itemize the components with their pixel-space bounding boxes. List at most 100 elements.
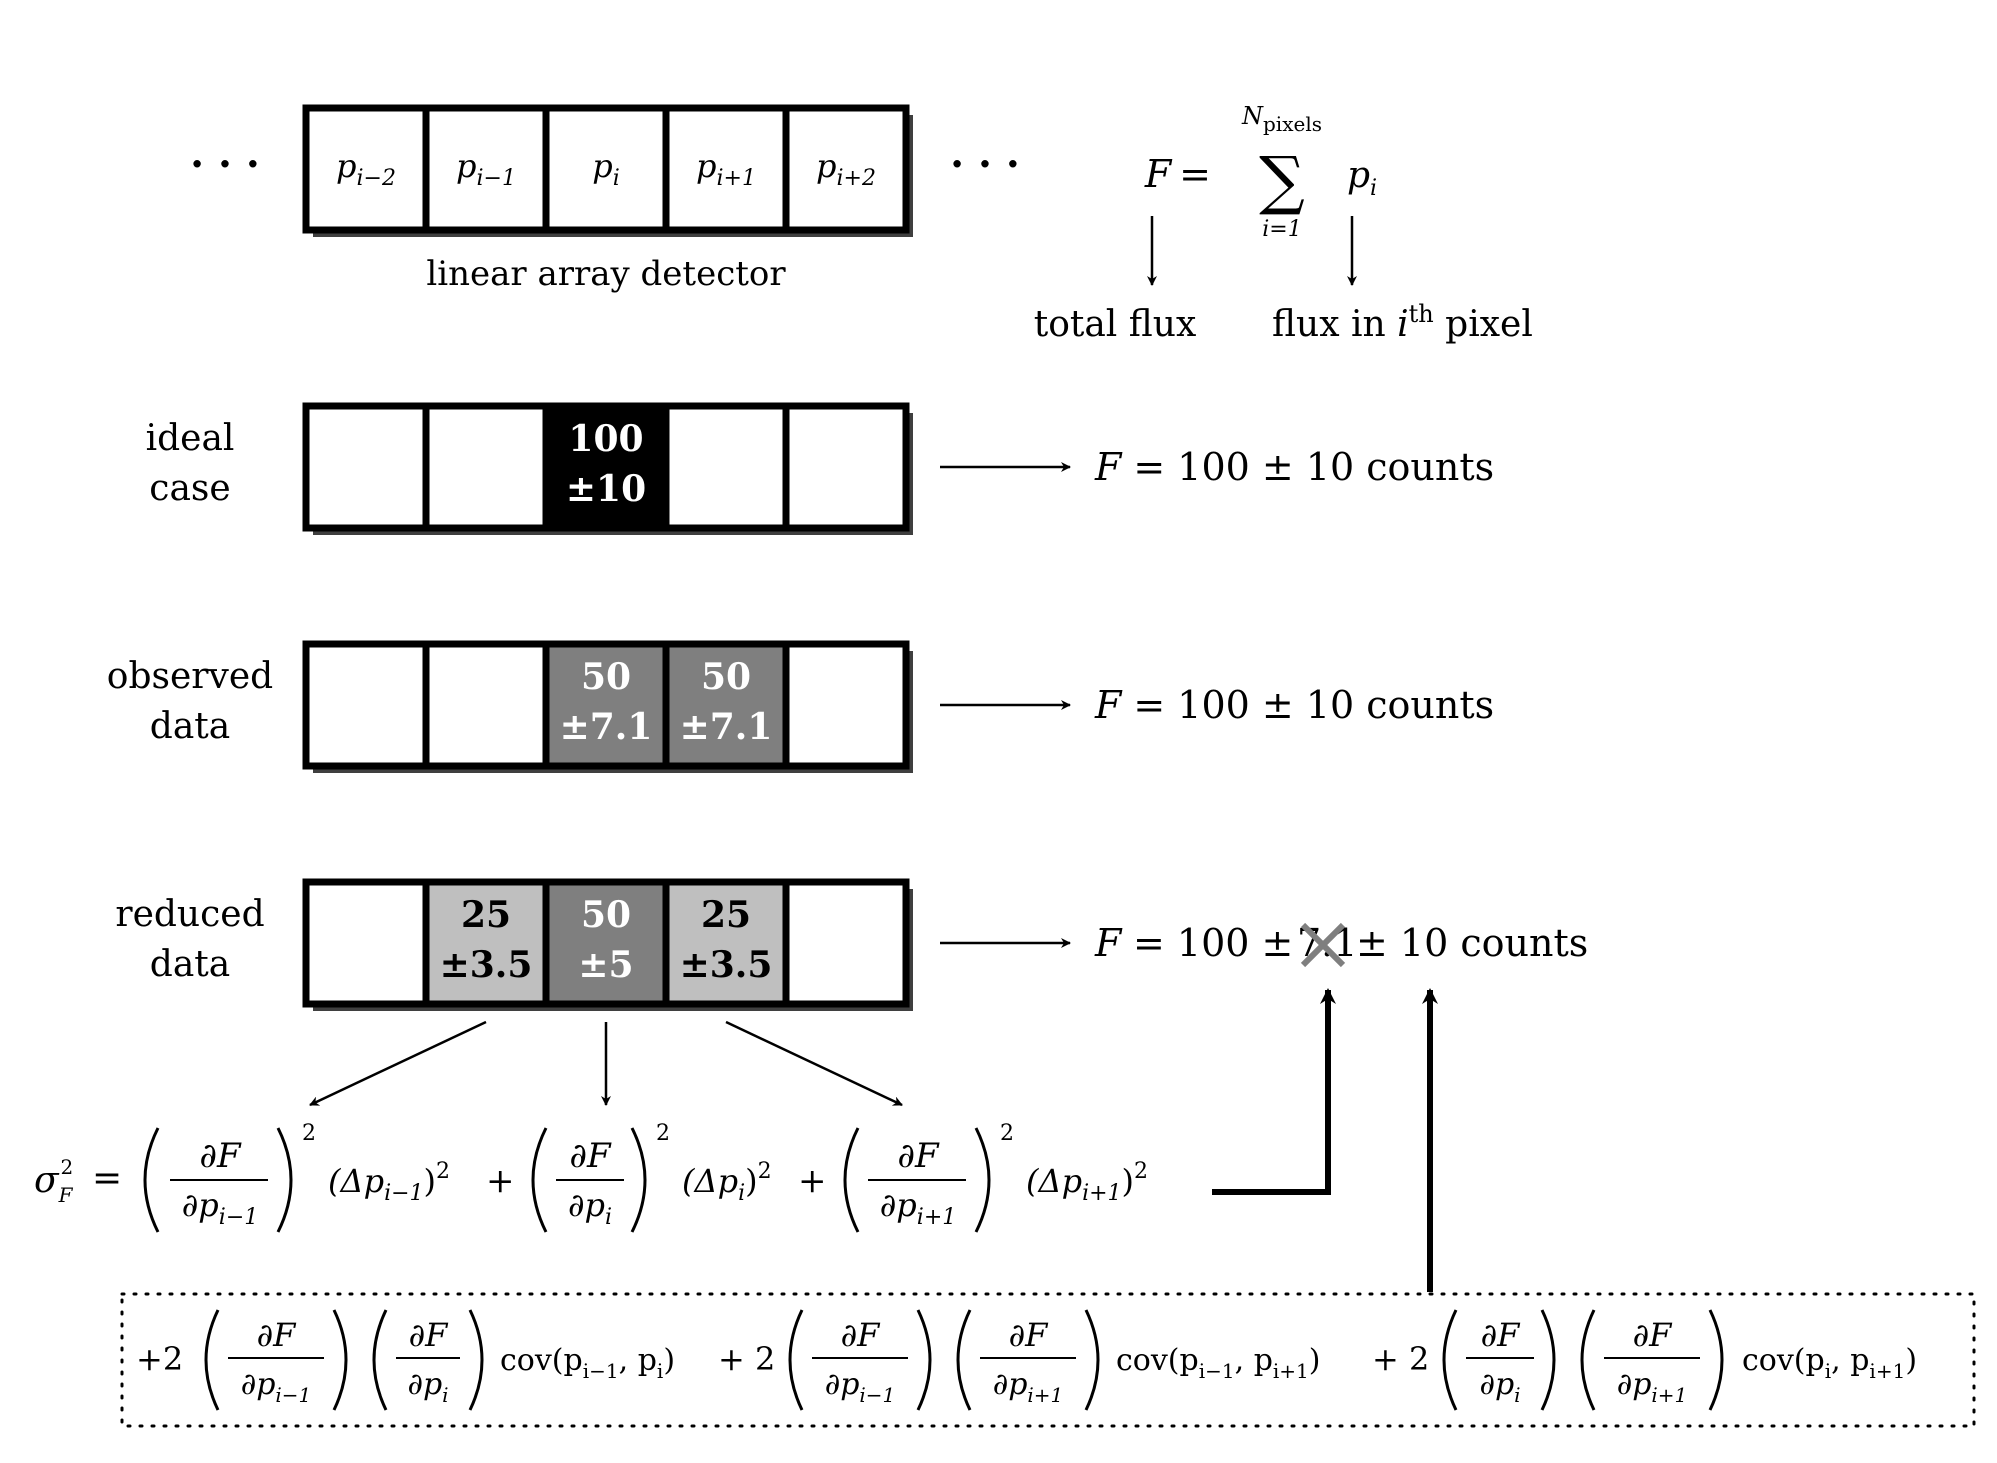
right-paren — [1084, 1309, 1100, 1411]
left-paren — [843, 1127, 860, 1233]
cell-uncertainty: ±5 — [578, 944, 633, 986]
cov-coefficient: +2 — [136, 1340, 183, 1378]
row-observed-data: observed data 50 ±7.1 50 ±7.1 F = 100 ± 1… — [107, 640, 1494, 773]
cell-fill — [426, 882, 546, 1004]
fraction-denominator: ∂pi — [568, 1186, 612, 1230]
covariance-box: +2 ∂F ∂pi−1 ∂F ∂pi cov(pi−1, pi) + 2 ∂F … — [120, 1292, 1976, 1428]
right-paren — [276, 1127, 293, 1233]
left-paren — [1442, 1309, 1458, 1411]
right-paren — [332, 1309, 348, 1411]
left-paren — [204, 1309, 220, 1411]
detector-array: pi−2 pi−1 pi pi+1 pi+2 · · · · · · linea… — [190, 104, 1020, 294]
cell-fill — [546, 644, 666, 766]
plus-sign: + — [798, 1161, 827, 1201]
cell-value: 25 — [461, 894, 511, 936]
sum-lower-limit: i=1 — [1262, 217, 1301, 242]
cov-term: cov(pi−1, pi) — [500, 1343, 675, 1383]
row-label-line: data — [150, 944, 230, 985]
row-frame — [302, 878, 910, 1008]
fraction-denominator: ∂pi+1 — [993, 1367, 1064, 1407]
fraction-denominator: ∂pi−1 — [825, 1367, 896, 1407]
ellipsis-right: · · · — [950, 141, 1020, 188]
cell-uncertainty: ±7.1 — [680, 706, 773, 748]
row-ideal-case: ideal case 100 ±10 F = 100 ± 10 counts — [146, 402, 1494, 535]
row-reduced-data: reduced data 25 ±3.5 50 ±5 25 ±3.5 F = 1… — [115, 878, 1588, 1011]
sum-upper-limit: Npixels — [1241, 102, 1322, 136]
cell-fill — [666, 644, 786, 766]
left-paren — [531, 1127, 548, 1233]
left-paren — [372, 1309, 388, 1411]
right-paren — [974, 1127, 991, 1233]
detector-caption: linear array detector — [426, 254, 786, 294]
row-frame — [302, 402, 910, 532]
cross-out-mark — [1300, 922, 1346, 968]
row-label-line: ideal — [146, 418, 235, 459]
delta-term: (Δpi+1)2 — [1026, 1159, 1148, 1206]
fraction-denominator: ∂pi−1 — [182, 1186, 259, 1230]
right-paren — [630, 1127, 647, 1233]
pixel-label: pi+1 — [696, 147, 756, 191]
right-paren — [1708, 1309, 1724, 1411]
pixel-label: pi — [592, 147, 620, 191]
delta-term: (Δpi)2 — [682, 1159, 772, 1206]
fraction-denominator: ∂pi−1 — [241, 1367, 312, 1407]
cell-uncertainty: ±3.5 — [680, 944, 773, 986]
row-label-line: observed — [107, 656, 273, 697]
fraction-numerator: ∂F — [409, 1316, 450, 1354]
left-paren — [143, 1127, 160, 1233]
variance-to-result-arrow — [1212, 988, 1336, 1195]
row-label-line: case — [149, 468, 230, 509]
right-paren — [916, 1309, 932, 1411]
cell-uncertainty: ±10 — [566, 468, 646, 510]
delta-term: (Δpi−1)2 — [328, 1159, 450, 1206]
fraction-denominator: ∂pi+1 — [1617, 1367, 1688, 1407]
total-flux-label: total flux — [1034, 304, 1197, 345]
summation-symbol: ∑ — [1259, 144, 1305, 218]
fraction-numerator: ∂F — [569, 1136, 612, 1176]
variance-lhs: σF2 — [34, 1155, 74, 1207]
left-paren — [788, 1309, 804, 1411]
row-result: F = 100 ± 10 counts — [1094, 683, 1494, 727]
cell-fill — [666, 882, 786, 1004]
cell-value: 50 — [581, 656, 631, 698]
right-paren — [1540, 1309, 1556, 1411]
row-result: F = 100 ± 10 counts — [1094, 445, 1494, 489]
cell-value: 25 — [701, 894, 751, 936]
fraction-numerator: ∂F — [841, 1316, 882, 1354]
ellipsis-left: · · · — [190, 141, 260, 188]
cell-value: 50 — [701, 656, 751, 698]
formula-equals: = — [1179, 152, 1211, 196]
cell-fill — [546, 882, 666, 1004]
result-lhs: F — [1094, 921, 1123, 965]
cell-fill — [546, 406, 666, 528]
formula-term: pi — [1347, 155, 1377, 201]
fraction-numerator: ∂F — [1633, 1316, 1674, 1354]
fraction-denominator: ∂pi — [1479, 1367, 1520, 1407]
square-exponent: 2 — [656, 1121, 670, 1146]
flux-formula: F = ∑ Npixels i=1 pi total flux flux in … — [1034, 102, 1533, 345]
cell-value: 100 — [568, 418, 643, 460]
cov-term: cov(pi, pi+1) — [1742, 1343, 1917, 1383]
row-label-line: data — [150, 706, 230, 747]
fraction-numerator: ∂F — [199, 1136, 242, 1176]
feedback-arrows — [1212, 988, 1438, 1292]
fraction-denominator: ∂pi — [407, 1367, 448, 1407]
formula-lhs: F — [1144, 152, 1173, 196]
fraction-numerator: ∂F — [1009, 1316, 1050, 1354]
pixel-flux-label: flux in ith pixel — [1272, 300, 1533, 345]
fraction-numerator: ∂F — [897, 1136, 940, 1176]
plus-two: + 2 — [1372, 1340, 1429, 1378]
dotted-frame — [120, 1292, 1976, 1428]
cell-value: 50 — [581, 894, 631, 936]
square-exponent: 2 — [302, 1121, 316, 1146]
propagation-arrows — [309, 1020, 903, 1107]
pixel-label: pi+2 — [816, 147, 876, 191]
left-paren — [1580, 1309, 1596, 1411]
fraction-numerator: ∂F — [1481, 1316, 1522, 1354]
right-paren — [468, 1309, 484, 1411]
pixel-label: pi−1 — [456, 147, 516, 191]
result-rhs-a: = 100 ± — [1133, 921, 1293, 965]
result-rhs-b: ± 10 counts — [1356, 921, 1588, 965]
row-frame — [302, 640, 910, 770]
